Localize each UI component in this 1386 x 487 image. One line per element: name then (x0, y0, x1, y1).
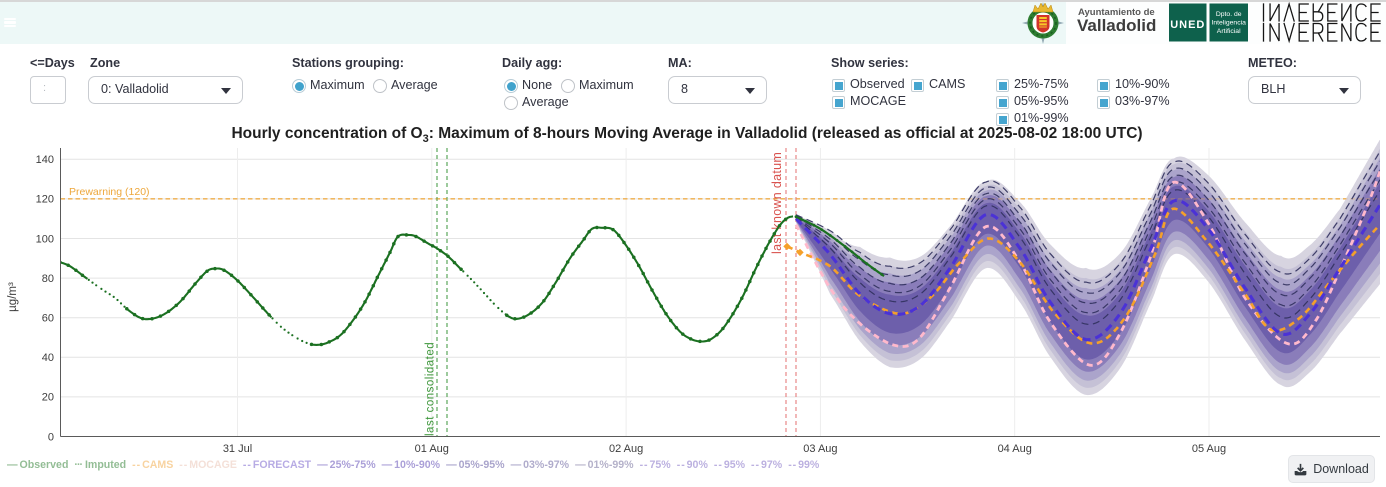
svg-text:01 Aug: 01 Aug (415, 443, 449, 455)
svg-text:100: 100 (36, 233, 54, 245)
svg-text:120: 120 (36, 194, 54, 206)
svg-text:UNED: UNED (1170, 19, 1205, 31)
svg-text:Dpto. de: Dpto. de (1216, 11, 1242, 18)
svg-text:140: 140 (36, 154, 54, 166)
svg-text:0: 0 (48, 431, 54, 443)
svg-text:31 Jul: 31 Jul (223, 443, 252, 455)
svg-text:Inteligencia: Inteligencia (1212, 20, 1247, 27)
svg-text:40: 40 (42, 352, 54, 364)
svg-text:60: 60 (42, 313, 54, 325)
svg-text:Ayuntamiento de: Ayuntamiento de (1078, 7, 1155, 18)
svg-text:03 Aug: 03 Aug (803, 443, 837, 455)
svg-text:Prewarning (120): Prewarning (120) (69, 186, 150, 198)
svg-text:05 Aug: 05 Aug (1192, 443, 1226, 455)
svg-text:80: 80 (42, 273, 54, 285)
svg-text:µg/m³: µg/m³ (7, 282, 19, 312)
svg-text:last consolidated: last consolidated (425, 342, 437, 436)
svg-text:Valladolid: Valladolid (1077, 16, 1156, 35)
svg-text:last known datum: last known datum (770, 152, 784, 254)
svg-text:02 Aug: 02 Aug (609, 443, 643, 455)
svg-text:20: 20 (42, 392, 54, 404)
svg-text:Artificial: Artificial (1217, 28, 1241, 35)
svg-text:04 Aug: 04 Aug (998, 443, 1032, 455)
